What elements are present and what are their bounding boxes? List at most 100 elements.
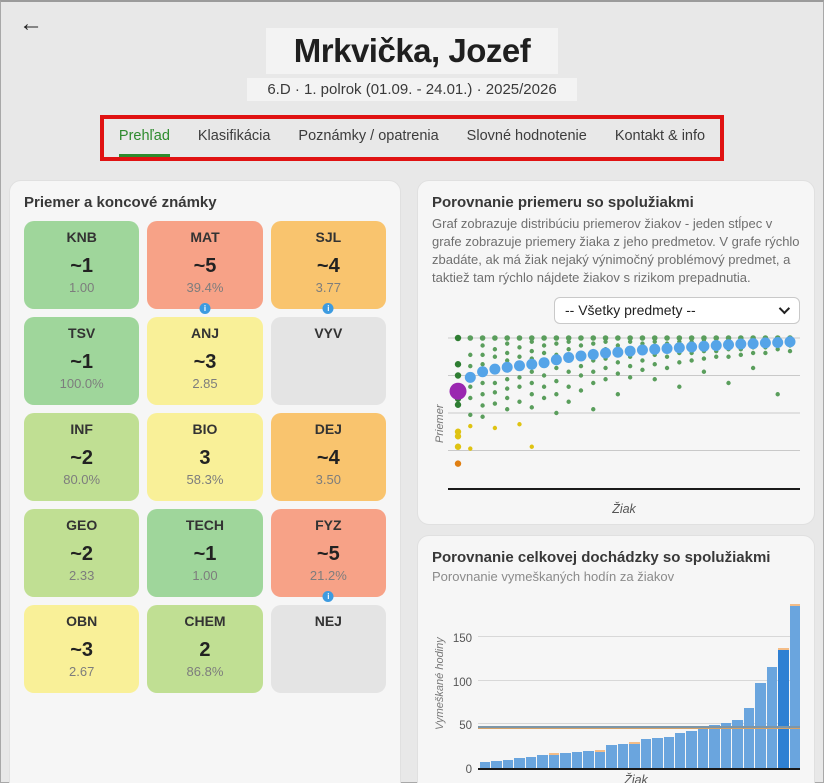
y-tick-label: 50 (459, 720, 472, 733)
student-average-dot (759, 337, 771, 349)
subject-average-dot (541, 384, 547, 389)
subject-card-fyz[interactable]: FYZ ~5 21.2% i (270, 509, 386, 602)
info-icon[interactable]: i (199, 303, 211, 314)
student-average-dot (501, 361, 513, 373)
subject-average-dot (615, 359, 621, 365)
subject-average-dot (492, 389, 498, 395)
current-student-bar (778, 647, 789, 768)
student-bar (674, 733, 686, 768)
subject-card-geo[interactable]: GEO ~2 2.33 (24, 509, 140, 597)
student-average-dot (464, 371, 476, 383)
student-bar (525, 756, 537, 768)
subject-code: DEJ (314, 421, 342, 437)
attendance-panel-subtitle: Porovnanie vymeškaných hodín za žiakov (432, 569, 675, 584)
subject-average-dot (591, 406, 596, 412)
student-bar (583, 751, 594, 768)
subject-select[interactable]: -- Všetky predmety -- (554, 296, 800, 324)
subject-average-dot (517, 374, 522, 380)
subject-detail: 2.33 (69, 568, 95, 583)
subject-average-dot (529, 404, 534, 410)
subject-average-dot (750, 350, 756, 355)
subject-average-dot (554, 391, 559, 397)
subject-card-dej[interactable]: DEJ ~4 3.50 (270, 413, 386, 501)
subject-average-dot (480, 403, 485, 408)
back-icon[interactable]: ← (19, 10, 43, 37)
info-icon[interactable]: i (322, 591, 334, 602)
subject-grade: 3 (199, 447, 211, 469)
subject-code: ANJ (190, 325, 219, 341)
scatter-xlabel: Žiak (612, 501, 636, 516)
subject-detail: 100.0% (59, 376, 104, 391)
subject-average-dot (454, 432, 462, 440)
subject-card-bio[interactable]: BIO 3 58.3% (147, 413, 263, 501)
subject-average-dot (677, 359, 682, 365)
student-bar (766, 666, 778, 768)
average-panel-description: Graf zobrazuje distribúciu priemerov žia… (432, 216, 800, 285)
subject-card-knb[interactable]: KNB ~1 1.00 (24, 221, 140, 309)
student-average-dot (538, 357, 550, 368)
subject-card-tsv[interactable]: TSV ~1 100.0% (24, 317, 140, 405)
subject-grade: ~5 (316, 543, 340, 565)
student-bar (514, 758, 525, 768)
subject-card-obn[interactable]: OBN ~3 2.67 (24, 605, 140, 693)
subject-average-dot (688, 334, 695, 341)
subject-grade: ~3 (193, 351, 217, 373)
subject-average-dot (726, 380, 731, 385)
subject-average-dot (529, 339, 534, 344)
subject-average-dot (591, 369, 596, 374)
subject-average-dot (566, 339, 571, 344)
subject-average-dot (541, 373, 547, 378)
student-bar (686, 731, 697, 768)
subject-average-dot (468, 363, 473, 369)
subject-card-sjl[interactable]: SJL ~4 3.77 i (270, 221, 386, 314)
subject-average-dot (578, 343, 584, 348)
subject-card-nej[interactable]: NEJ (270, 605, 386, 693)
subject-average-dot (454, 372, 462, 379)
subject-average-dot (627, 339, 633, 344)
tab-slovn-hodnotenie[interactable]: Slovné hodnotenie (466, 128, 587, 144)
subject-card-vyv[interactable]: VYV (270, 317, 386, 405)
info-icon[interactable]: i (322, 303, 334, 314)
scatter-ylabel: Priemer (434, 404, 446, 444)
subject-average-dot (492, 425, 498, 430)
student-average-dot (624, 345, 636, 357)
subject-detail: 1.00 (69, 280, 95, 295)
tab-pozn-mky-opatrenia[interactable]: Poznámky / opatrenia (298, 128, 439, 144)
subject-code: TECH (185, 517, 225, 533)
subject-detail: 39.4% (186, 280, 224, 295)
subject-card-chem[interactable]: CHEM 2 86.8% (147, 605, 263, 693)
subject-average-dot (529, 348, 534, 354)
subject-average-dot (566, 399, 571, 404)
student-average-dot (710, 339, 722, 351)
page-title: Mrkvička, Jozef (265, 28, 559, 74)
subject-average-dot (553, 334, 560, 341)
average-scatter-chart (448, 334, 800, 490)
bar-orange-tip (548, 753, 560, 756)
subject-average-dot (454, 360, 462, 368)
subject-code: FYZ (315, 517, 342, 533)
tab-kontakt-info[interactable]: Kontakt & info (614, 128, 706, 144)
bar-chart-yticks: 0 50 100 150 (448, 598, 478, 776)
subject-average-dot (554, 378, 559, 384)
subject-average-dot (775, 391, 780, 397)
subject-card-mat[interactable]: MAT ~5 39.4% i (147, 221, 263, 314)
student-average-dot (600, 347, 612, 359)
subject-average-dot (541, 395, 547, 400)
subject-code: BIO (192, 421, 218, 437)
subject-average-dot (454, 460, 462, 467)
subject-card-inf[interactable]: INF ~2 80.0% (24, 413, 140, 501)
subject-average-dot (640, 358, 645, 363)
student-bar (697, 727, 709, 768)
subject-code: CHEM (184, 613, 226, 629)
tab-preh-ad[interactable]: Prehľad (118, 128, 170, 157)
tab-klasifik-cia[interactable]: Klasifikácia (197, 128, 271, 144)
subject-select-value: -- Všetky predmety -- (565, 302, 696, 319)
subject-average-dot (713, 334, 720, 341)
student-average-dot (649, 343, 661, 355)
average-panel-title: Porovnanie priemeru so spolužiakmi (432, 194, 694, 211)
student-header: Mrkvička, Jozef 6.D · 1. polrok (01.09. … (1, 2, 823, 101)
subject-average-dot (615, 343, 621, 348)
subject-average-dot (615, 371, 621, 376)
subject-card-tech[interactable]: TECH ~1 1.00 (147, 509, 263, 597)
subject-card-anj[interactable]: ANJ ~3 2.85 (147, 317, 263, 405)
